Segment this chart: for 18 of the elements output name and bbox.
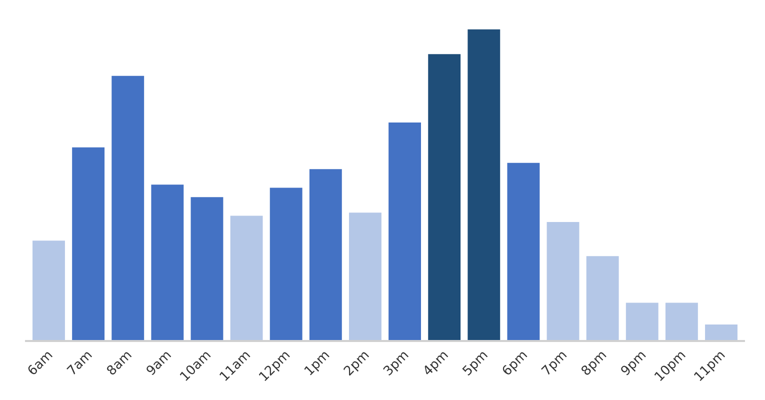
bar xyxy=(270,188,302,340)
bar xyxy=(665,302,698,340)
bar xyxy=(428,54,461,340)
bar xyxy=(626,302,658,340)
bar xyxy=(309,169,342,340)
bar xyxy=(507,162,540,340)
bar xyxy=(349,212,382,340)
bar xyxy=(230,216,263,340)
bar xyxy=(32,240,65,340)
bar xyxy=(151,184,184,340)
bar xyxy=(112,76,144,340)
bar xyxy=(586,256,619,340)
bar xyxy=(190,197,224,340)
bar xyxy=(546,222,580,340)
bar xyxy=(705,324,738,340)
bar xyxy=(72,147,105,340)
bar xyxy=(388,122,421,340)
bar xyxy=(468,29,500,340)
